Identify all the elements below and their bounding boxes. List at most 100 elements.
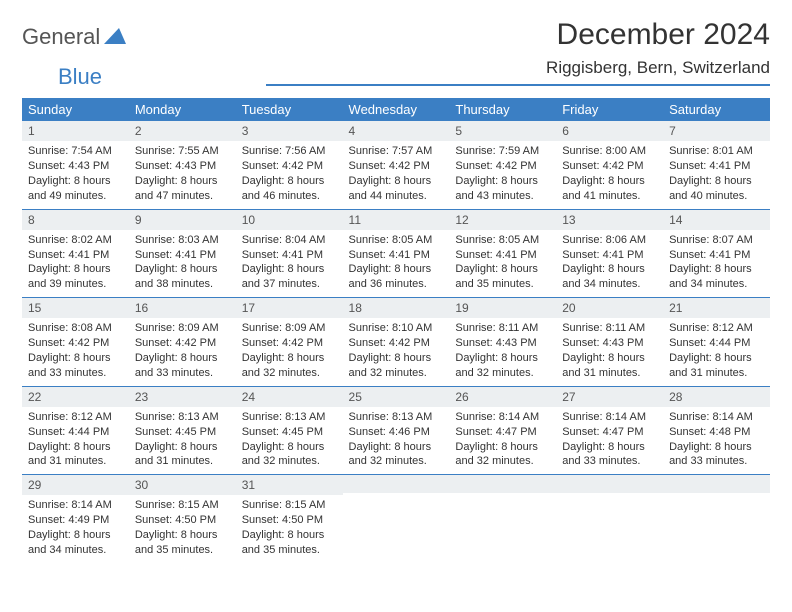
day-number: 8 <box>22 210 129 230</box>
sunrise-text: Sunrise: 8:15 AM <box>135 498 230 513</box>
cell-body: Sunrise: 8:05 AMSunset: 4:41 PMDaylight:… <box>449 230 556 297</box>
sunrise-text: Sunrise: 8:07 AM <box>669 233 764 248</box>
brand-logo: General <box>22 24 128 50</box>
sunset-text: Sunset: 4:44 PM <box>669 336 764 351</box>
calendar-cell: 1Sunrise: 7:54 AMSunset: 4:43 PMDaylight… <box>22 121 129 209</box>
sunset-text: Sunset: 4:41 PM <box>455 248 550 263</box>
calendar-cell: 10Sunrise: 8:04 AMSunset: 4:41 PMDayligh… <box>236 209 343 298</box>
calendar-cell: 18Sunrise: 8:10 AMSunset: 4:42 PMDayligh… <box>343 298 450 387</box>
calendar-cell: 26Sunrise: 8:14 AMSunset: 4:47 PMDayligh… <box>449 386 556 475</box>
daylight-text: Daylight: 8 hours <box>135 174 230 189</box>
sunrise-text: Sunrise: 8:09 AM <box>242 321 337 336</box>
cell-body: Sunrise: 8:08 AMSunset: 4:42 PMDaylight:… <box>22 318 129 385</box>
sunrise-text: Sunrise: 8:14 AM <box>28 498 123 513</box>
calendar-cell: 4Sunrise: 7:57 AMSunset: 4:42 PMDaylight… <box>343 121 450 209</box>
daylight-text: and 35 minutes. <box>135 543 230 558</box>
daylight-text: Daylight: 8 hours <box>28 528 123 543</box>
sunrise-text: Sunrise: 7:54 AM <box>28 144 123 159</box>
sunset-text: Sunset: 4:47 PM <box>562 425 657 440</box>
sunrise-text: Sunrise: 8:01 AM <box>669 144 764 159</box>
empty-day <box>556 475 663 493</box>
calendar-cell: 15Sunrise: 8:08 AMSunset: 4:42 PMDayligh… <box>22 298 129 387</box>
cell-body: Sunrise: 8:05 AMSunset: 4:41 PMDaylight:… <box>343 230 450 297</box>
daylight-text: and 33 minutes. <box>135 366 230 381</box>
empty-day <box>449 475 556 493</box>
sunrise-text: Sunrise: 8:02 AM <box>28 233 123 248</box>
calendar-cell: 28Sunrise: 8:14 AMSunset: 4:48 PMDayligh… <box>663 386 770 475</box>
cell-body: Sunrise: 8:01 AMSunset: 4:41 PMDaylight:… <box>663 141 770 208</box>
cell-body: Sunrise: 8:12 AMSunset: 4:44 PMDaylight:… <box>663 318 770 385</box>
sunset-text: Sunset: 4:50 PM <box>242 513 337 528</box>
sunset-text: Sunset: 4:42 PM <box>135 336 230 351</box>
daylight-text: Daylight: 8 hours <box>455 262 550 277</box>
sunrise-text: Sunrise: 8:11 AM <box>455 321 550 336</box>
sunrise-text: Sunrise: 8:04 AM <box>242 233 337 248</box>
calendar-cell: 23Sunrise: 8:13 AMSunset: 4:45 PMDayligh… <box>129 386 236 475</box>
daylight-text: Daylight: 8 hours <box>562 174 657 189</box>
daylight-text: Daylight: 8 hours <box>135 351 230 366</box>
calendar-cell: 13Sunrise: 8:06 AMSunset: 4:41 PMDayligh… <box>556 209 663 298</box>
day-number: 27 <box>556 387 663 407</box>
cell-body: Sunrise: 8:04 AMSunset: 4:41 PMDaylight:… <box>236 230 343 297</box>
daylight-text: and 34 minutes. <box>28 543 123 558</box>
day-header: Wednesday <box>343 98 450 121</box>
cell-body: Sunrise: 8:13 AMSunset: 4:46 PMDaylight:… <box>343 407 450 474</box>
sunrise-text: Sunrise: 8:12 AM <box>669 321 764 336</box>
location-label: Riggisberg, Bern, Switzerland <box>266 58 770 86</box>
cell-body: Sunrise: 7:55 AMSunset: 4:43 PMDaylight:… <box>129 141 236 208</box>
day-number: 10 <box>236 210 343 230</box>
sunset-text: Sunset: 4:43 PM <box>562 336 657 351</box>
sunset-text: Sunset: 4:48 PM <box>669 425 764 440</box>
brand-part2: Blue <box>58 64 102 89</box>
calendar-cell: 20Sunrise: 8:11 AMSunset: 4:43 PMDayligh… <box>556 298 663 387</box>
sunset-text: Sunset: 4:42 PM <box>349 159 444 174</box>
sunset-text: Sunset: 4:41 PM <box>562 248 657 263</box>
cell-body: Sunrise: 8:11 AMSunset: 4:43 PMDaylight:… <box>449 318 556 385</box>
sunset-text: Sunset: 4:47 PM <box>455 425 550 440</box>
daylight-text: and 35 minutes. <box>455 277 550 292</box>
calendar-cell: 30Sunrise: 8:15 AMSunset: 4:50 PMDayligh… <box>129 475 236 563</box>
day-number: 1 <box>22 121 129 141</box>
day-number: 19 <box>449 298 556 318</box>
calendar-cell <box>343 475 450 563</box>
cell-body: Sunrise: 8:12 AMSunset: 4:44 PMDaylight:… <box>22 407 129 474</box>
calendar-cell: 14Sunrise: 8:07 AMSunset: 4:41 PMDayligh… <box>663 209 770 298</box>
daylight-text: Daylight: 8 hours <box>349 262 444 277</box>
sunrise-text: Sunrise: 8:08 AM <box>28 321 123 336</box>
calendar-cell: 29Sunrise: 8:14 AMSunset: 4:49 PMDayligh… <box>22 475 129 563</box>
cell-body: Sunrise: 8:00 AMSunset: 4:42 PMDaylight:… <box>556 141 663 208</box>
daylight-text: and 38 minutes. <box>135 277 230 292</box>
day-header: Sunday <box>22 98 129 121</box>
day-header: Tuesday <box>236 98 343 121</box>
day-header: Saturday <box>663 98 770 121</box>
day-number: 3 <box>236 121 343 141</box>
daylight-text: and 33 minutes. <box>669 454 764 469</box>
daylight-text: and 37 minutes. <box>242 277 337 292</box>
daylight-text: Daylight: 8 hours <box>242 174 337 189</box>
sunset-text: Sunset: 4:50 PM <box>135 513 230 528</box>
sunset-text: Sunset: 4:42 PM <box>562 159 657 174</box>
daylight-text: and 46 minutes. <box>242 189 337 204</box>
sunrise-text: Sunrise: 7:59 AM <box>455 144 550 159</box>
sunrise-text: Sunrise: 8:12 AM <box>28 410 123 425</box>
sunrise-text: Sunrise: 7:56 AM <box>242 144 337 159</box>
day-number: 25 <box>343 387 450 407</box>
calendar-cell: 21Sunrise: 8:12 AMSunset: 4:44 PMDayligh… <box>663 298 770 387</box>
daylight-text: and 32 minutes. <box>349 454 444 469</box>
daylight-text: and 49 minutes. <box>28 189 123 204</box>
day-number: 5 <box>449 121 556 141</box>
daylight-text: and 32 minutes. <box>455 366 550 381</box>
calendar-cell: 25Sunrise: 8:13 AMSunset: 4:46 PMDayligh… <box>343 386 450 475</box>
sunset-text: Sunset: 4:41 PM <box>242 248 337 263</box>
day-number: 20 <box>556 298 663 318</box>
daylight-text: and 32 minutes. <box>349 366 444 381</box>
sunrise-text: Sunrise: 8:09 AM <box>135 321 230 336</box>
sunrise-text: Sunrise: 8:05 AM <box>349 233 444 248</box>
sunrise-text: Sunrise: 8:13 AM <box>349 410 444 425</box>
daylight-text: Daylight: 8 hours <box>562 351 657 366</box>
daylight-text: Daylight: 8 hours <box>455 174 550 189</box>
day-number: 13 <box>556 210 663 230</box>
day-number: 26 <box>449 387 556 407</box>
sunrise-text: Sunrise: 8:13 AM <box>242 410 337 425</box>
day-number: 28 <box>663 387 770 407</box>
